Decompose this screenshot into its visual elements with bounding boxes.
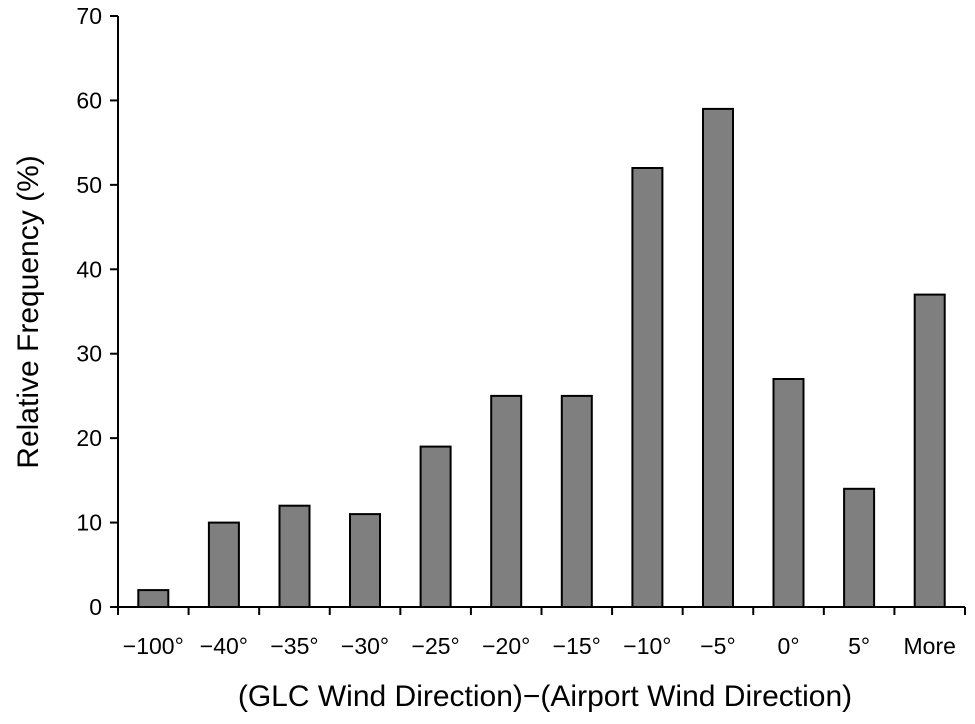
bar-2 [278,504,311,609]
x-tick-label-0: −100° [123,633,184,659]
x-tick-label-11: More [904,633,956,659]
x-axis-title: (GLC Wind Direction)−(Airport Wind Direc… [238,680,852,713]
y-tick-label-4: 40 [76,256,102,282]
y-tick-label-1: 10 [76,510,102,536]
x-tick-label-9: 0° [778,633,800,659]
x-tick-label-8: −5° [700,633,735,659]
bar-10 [843,487,876,608]
bar-0 [137,589,170,608]
x-tick-label-7: −10° [623,633,671,659]
x-tick-label-6: −15° [553,633,601,659]
bar-1 [207,521,240,608]
bar-11 [913,293,946,608]
bar-6 [560,394,593,608]
x-tick-label-5: −20° [482,633,530,659]
bar-7 [631,167,664,608]
y-tick-group: 0 10 20 30 40 50 60 70 [76,3,118,620]
axes-group [117,16,965,608]
y-tick-label-5: 50 [76,172,102,198]
y-tick-label-2: 20 [76,425,102,451]
y-tick-label-3: 30 [76,341,102,367]
x-tick-label-1: −40° [200,633,248,659]
y-axis-title: Relative Frequency (%) [12,155,45,468]
x-tick-label-2: −35° [270,633,318,659]
y-tick-label-7: 70 [76,3,102,29]
x-tick-label-3: −30° [341,633,389,659]
bar-3 [349,513,381,608]
y-tick-label-0: 0 [89,594,102,620]
bar-group [137,107,946,609]
y-tick-label-6: 60 [76,87,102,113]
bar-4 [419,445,452,608]
bar-9 [772,378,805,608]
bar-8 [702,107,734,609]
x-tick-label-4: −25° [412,633,460,659]
x-tick-group: −100° −40° −35° −30° −25° −20° −15° −10° −5° 0° 5°… [117,607,966,659]
bar-5 [490,394,523,608]
x-tick-label-10: 5° [848,633,870,659]
